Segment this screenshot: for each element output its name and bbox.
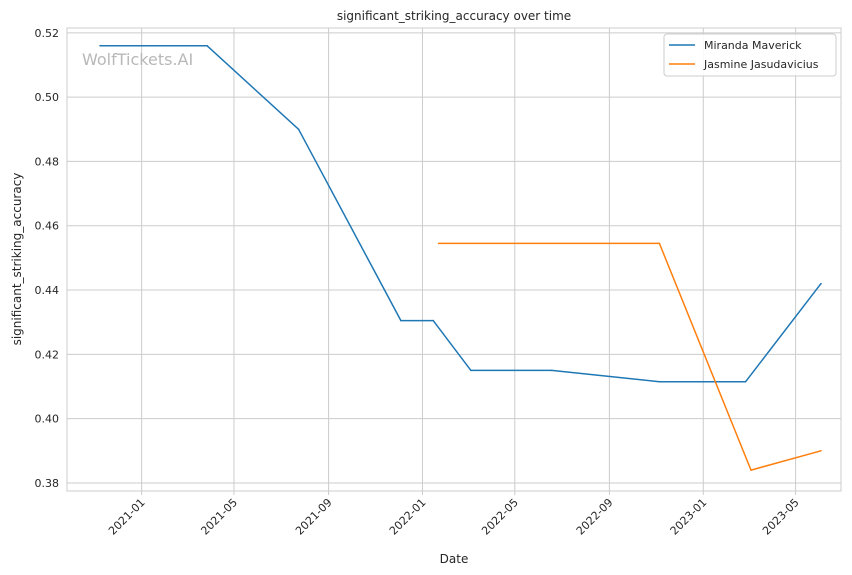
y-axis-label: significant_striking_accuracy [10, 173, 24, 346]
y-tick-label: 0.46 [35, 220, 60, 233]
y-tick-label: 0.38 [35, 477, 60, 490]
data-point [820, 282, 822, 285]
data-point [470, 369, 472, 372]
data-point [400, 319, 402, 322]
y-tick-label: 0.48 [35, 155, 60, 168]
series-line [438, 242, 822, 471]
data-point [820, 450, 822, 452]
data-point [744, 380, 747, 383]
y-tick-label: 0.40 [35, 413, 60, 426]
data-point [658, 242, 661, 245]
legend: Miranda Maverick Jasmine Jasudavicius [663, 33, 837, 77]
y-tick-label: 0.52 [35, 27, 60, 40]
legend-entry: Miranda Maverick [704, 39, 802, 52]
x-axis-label: Date [440, 552, 469, 566]
series-line [100, 44, 822, 383]
legend-box [663, 33, 837, 77]
legend-entry: Jasmine Jasudavicius [703, 58, 819, 71]
data-point [99, 44, 101, 47]
data-point [432, 319, 435, 322]
y-tick-label: 0.42 [35, 348, 60, 361]
y-axis-ticks: 0.38 0.40 0.42 0.44 0.46 0.48 0.50 0.52 [35, 27, 60, 490]
chart-title: significant_striking_accuracy over time [337, 9, 571, 23]
data-point [658, 380, 661, 383]
data-series [99, 44, 822, 471]
y-tick-label: 0.44 [35, 284, 60, 297]
watermark: WolfTickets.AI [82, 50, 193, 69]
y-tick-label: 0.50 [35, 91, 60, 104]
data-point [550, 369, 553, 372]
data-point [206, 44, 208, 47]
data-point [750, 469, 752, 471]
grid-lines [67, 28, 841, 491]
plot-frame [66, 27, 842, 492]
data-point [297, 128, 300, 131]
data-point [437, 242, 440, 245]
